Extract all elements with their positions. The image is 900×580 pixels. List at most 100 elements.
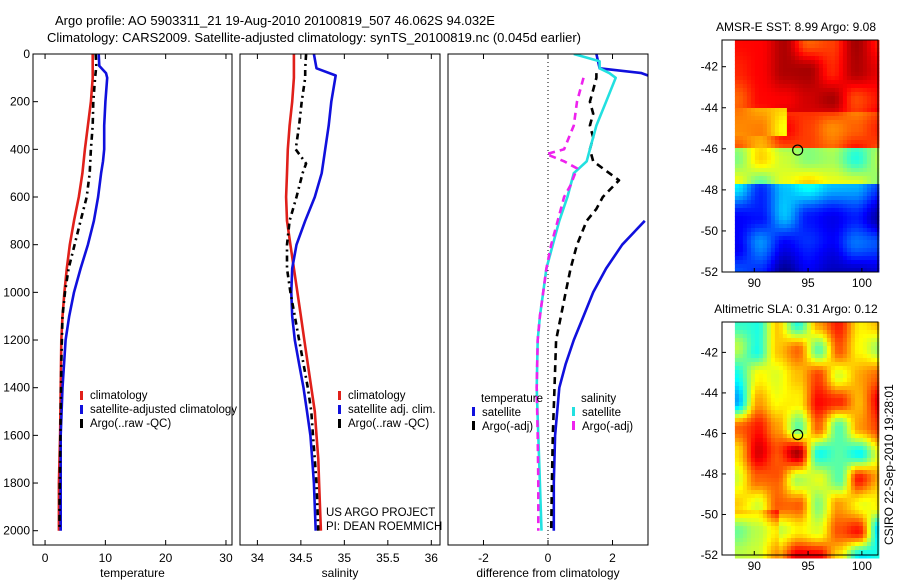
- y-tick-label: -50: [701, 507, 719, 521]
- legend-entry: climatology: [90, 390, 148, 402]
- y-tick-label: -52: [701, 265, 719, 279]
- y-tick-label: 1800: [3, 476, 30, 490]
- x-tick-label: 35.5: [376, 551, 400, 565]
- y-tick-label: 400: [10, 142, 30, 156]
- panel-sst_map: AMSR-E SST: 8.99 Argo: 9.08 90 95 100 -42 -44…: [701, 20, 880, 290]
- map-title: Altimetric SLA: 0.31 Argo: 0.12: [714, 302, 878, 316]
- x-axis-label: salinity: [322, 566, 359, 580]
- legend-entry: satellite: [582, 407, 621, 419]
- series-line-4: [535, 77, 585, 531]
- y-tick-label: -48: [701, 183, 719, 197]
- series-line-0: [57, 54, 94, 531]
- map-frame: [721, 39, 879, 273]
- legend-swatch: [80, 405, 83, 414]
- project-note-line1: US ARGO PROJECT: [326, 507, 435, 519]
- y-tick-label: -44: [701, 101, 719, 115]
- x-tick-label: 34.5: [289, 551, 313, 565]
- x-tick-label: 34: [251, 551, 265, 565]
- y-tick-label: -52: [701, 548, 719, 562]
- series-group: [284, 54, 337, 531]
- series-line-1: [290, 54, 337, 531]
- legend: climatology satellite-adjusted climatolog…: [80, 390, 237, 430]
- legend-entry: satellite-adjusted climatology: [90, 404, 237, 416]
- panel-sla_map: Altimetric SLA: 0.31 Argo: 0.12 90 95 100 -4…: [701, 302, 880, 573]
- legend-swatch: [338, 419, 341, 428]
- x-tick-label: 95: [801, 276, 815, 290]
- legend-swatch: [80, 391, 83, 400]
- series-line-0: [595, 54, 648, 77]
- map-image: [734, 322, 880, 559]
- panel-temperature: 0 10 20 30 0 200 400 600 800 1000 1200 1400 1600 1800…: [3, 47, 237, 580]
- series-line-2: [549, 73, 621, 531]
- y-tick-label: -44: [701, 386, 719, 400]
- legend-swatch: [472, 421, 475, 430]
- panel-salinity: 34 34.5 35 35.5 36 salinity climatology satelli…: [239, 53, 442, 580]
- y-tick-label: 2000: [3, 524, 30, 538]
- plot-frame: [447, 53, 649, 546]
- legend-entry: satellite: [482, 407, 521, 419]
- series-line-1: [552, 219, 646, 531]
- legend-swatch: [572, 407, 575, 416]
- plot-frame: [32, 53, 233, 546]
- project-note-line2: PI: DEAN ROEMMICH: [326, 521, 442, 533]
- y-tick-label: -46: [701, 142, 719, 156]
- x-tick-label: 90: [748, 276, 762, 290]
- legend-entry: climatology: [348, 390, 406, 402]
- y-tick-label: 1600: [3, 428, 30, 442]
- series-line-1: [59, 54, 109, 531]
- y-tick-label: -42: [701, 345, 719, 359]
- x-tick-label: 0: [42, 551, 49, 565]
- y-tick-label: 600: [10, 190, 30, 204]
- y-tick-label: 800: [10, 238, 30, 252]
- series-line-2: [285, 54, 320, 531]
- x-tick-label: 10: [99, 551, 113, 565]
- map-frame: [721, 321, 879, 556]
- x-tick-label: 0: [545, 551, 552, 565]
- figure-title-line1: Argo profile: AO 5903311_21 19-Aug-2010 …: [55, 13, 495, 28]
- legend-title-salinity: salinity: [581, 393, 616, 405]
- x-tick-label: 36: [425, 551, 439, 565]
- legend-swatch: [80, 419, 83, 428]
- series-line-0: [284, 54, 323, 531]
- map-image: [734, 40, 880, 273]
- x-tick-label: 2: [609, 551, 616, 565]
- credit-label: CSIRO 22-Sep-2010 19:28:01: [882, 384, 896, 545]
- legend-swatch: [472, 407, 475, 416]
- x-tick-label: -2: [478, 551, 489, 565]
- argo-float-marker: [792, 144, 804, 156]
- x-tick-label: 30: [219, 551, 233, 565]
- x-tick-label: 100: [852, 559, 872, 573]
- y-tick-label: -42: [701, 60, 719, 74]
- y-tick-label: -50: [701, 224, 719, 238]
- x-tick-label: 90: [748, 559, 762, 573]
- y-tick-label: 1000: [3, 285, 30, 299]
- series-line-3: [535, 54, 617, 531]
- legend-entry: satellite adj. clim.: [348, 404, 436, 416]
- y-tick-label: 200: [10, 95, 30, 109]
- figure-title-line2: Climatology: CARS2009. Satellite-adjuste…: [47, 30, 582, 45]
- legend-swatch: [338, 405, 341, 414]
- y-tick-label: -46: [701, 426, 719, 440]
- legend-swatch: [338, 391, 341, 400]
- x-axis-label: difference from climatology: [476, 566, 619, 580]
- series-group: [535, 54, 648, 531]
- legend-swatch: [572, 421, 575, 430]
- y-tick-label: 1400: [3, 381, 30, 395]
- legend-entry: Argo(-adj): [582, 421, 633, 433]
- x-tick-label: 100: [852, 276, 872, 290]
- legend-entry: Argo(..raw -QC): [90, 418, 171, 430]
- legend-entry: Argo(-adj): [482, 421, 533, 433]
- y-tick-label: -48: [701, 467, 719, 481]
- legend-entry: Argo(..raw -QC): [348, 418, 429, 430]
- legend: climatology satellite adj. clim. Argo(..ra…: [338, 390, 436, 430]
- plot-frame: [239, 53, 441, 546]
- x-tick-label: 20: [159, 551, 173, 565]
- x-tick-label: 35: [338, 551, 352, 565]
- map-title: AMSR-E SST: 8.99 Argo: 9.08: [716, 20, 876, 34]
- series-group: [57, 54, 109, 531]
- x-tick-label: 95: [801, 559, 815, 573]
- x-axis-label: temperature: [100, 566, 165, 580]
- project-note: US ARGO PROJECT PI: DEAN ROEMMICH: [326, 507, 442, 533]
